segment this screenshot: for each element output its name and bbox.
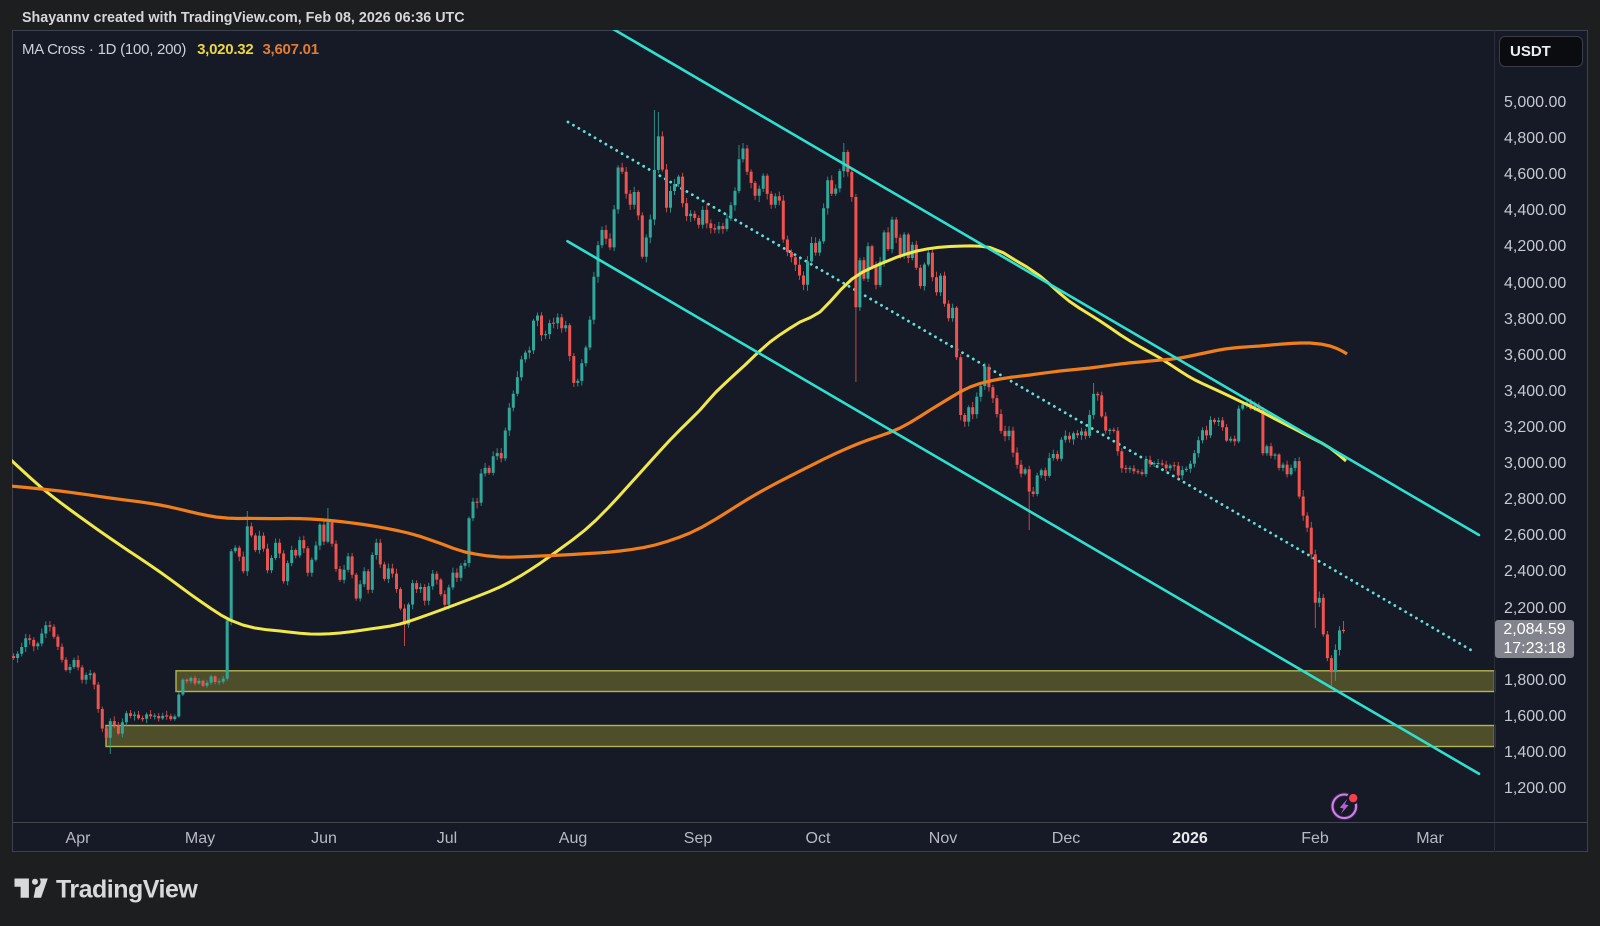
svg-text:TradingView: TradingView xyxy=(56,877,198,903)
